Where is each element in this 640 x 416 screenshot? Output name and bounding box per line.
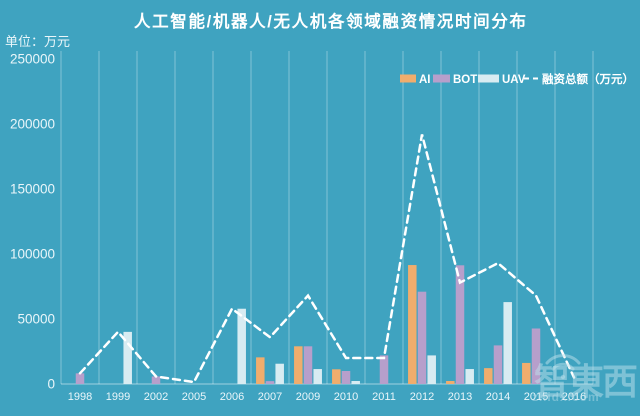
svg-text:2007: 2007 <box>258 391 282 403</box>
svg-text:0: 0 <box>47 377 55 392</box>
svg-text:融资总额（万元）: 融资总额（万元） <box>542 72 634 86</box>
svg-text:2012: 2012 <box>410 391 434 403</box>
svg-text:1999: 1999 <box>106 391 130 403</box>
svg-text:2014: 2014 <box>486 391 510 403</box>
svg-text:150000: 150000 <box>10 182 55 197</box>
svg-text:AI: AI <box>419 74 431 86</box>
svg-text:1998: 1998 <box>68 391 92 403</box>
svg-text:UAV: UAV <box>502 74 526 86</box>
svg-text:200000: 200000 <box>10 117 55 132</box>
svg-text:2009: 2009 <box>296 391 320 403</box>
svg-text:250000: 250000 <box>10 52 55 67</box>
svg-text:2010: 2010 <box>334 391 358 403</box>
svg-text:2013: 2013 <box>448 391 472 403</box>
svg-text:100000: 100000 <box>10 247 55 262</box>
svg-text:50000: 50000 <box>17 312 55 327</box>
svg-text:2005: 2005 <box>182 391 206 403</box>
svg-text:zhidx.com: zhidx.com <box>532 390 600 404</box>
svg-text:2006: 2006 <box>220 391 244 403</box>
svg-text:BOT: BOT <box>453 74 477 86</box>
svg-text:2011: 2011 <box>372 391 396 403</box>
svg-text:2002: 2002 <box>144 391 168 403</box>
